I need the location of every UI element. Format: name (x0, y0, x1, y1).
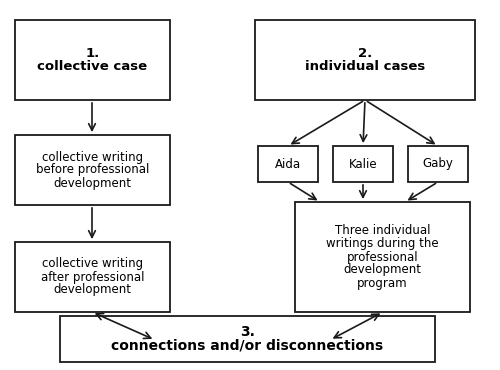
Text: Aida: Aida (275, 158, 301, 171)
Bar (15, 242, 170, 312)
Text: before professional: before professional (36, 164, 149, 176)
Text: collective case: collective case (38, 60, 148, 73)
Text: development: development (344, 263, 421, 276)
Bar (295, 202, 470, 312)
Text: professional: professional (346, 250, 418, 263)
Bar (408, 146, 468, 182)
Bar (15, 135, 170, 205)
Text: individual cases: individual cases (305, 60, 425, 73)
Text: Kalie: Kalie (348, 158, 378, 171)
Text: Gaby: Gaby (422, 158, 454, 171)
Text: program: program (357, 276, 408, 289)
Bar (333, 146, 393, 182)
Bar (255, 20, 475, 100)
Text: development: development (54, 176, 132, 189)
Bar (15, 20, 170, 100)
Text: 2.: 2. (358, 47, 372, 60)
Text: collective writing: collective writing (42, 258, 143, 270)
Text: 1.: 1. (86, 47, 100, 60)
Text: 3.: 3. (240, 326, 255, 340)
Text: writings during the: writings during the (326, 238, 439, 250)
Text: connections and/or disconnections: connections and/or disconnections (112, 339, 384, 353)
Text: Three individual: Three individual (335, 225, 430, 238)
Text: collective writing: collective writing (42, 151, 143, 164)
Text: after professional: after professional (41, 270, 144, 283)
Text: development: development (54, 283, 132, 296)
Bar (60, 316, 435, 362)
Bar (258, 146, 318, 182)
